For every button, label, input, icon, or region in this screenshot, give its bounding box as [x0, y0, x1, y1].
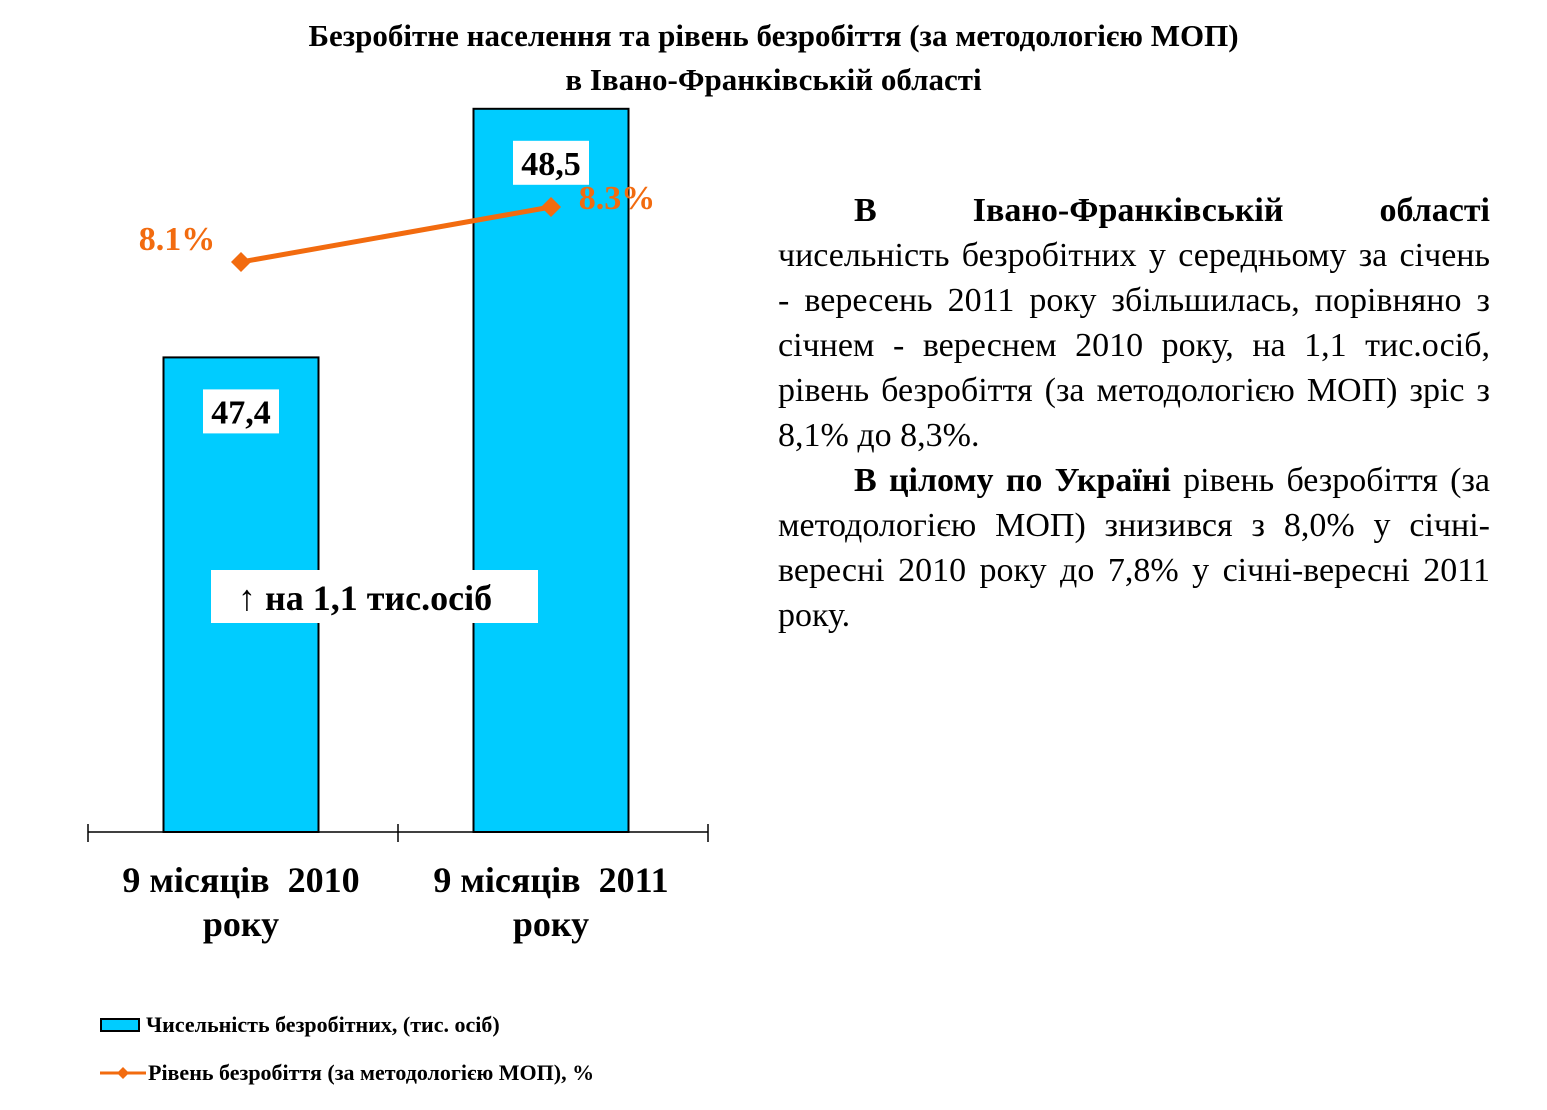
commentary-text: В Івано-Франківській області чисельність… [778, 188, 1490, 638]
legend-item-line: Рівень безробіття (за методологією МОП),… [100, 1060, 594, 1086]
legend-swatch-bar [100, 1018, 140, 1032]
legend-label-line: Рівень безробіття (за методологією МОП),… [148, 1060, 595, 1085]
commentary-p1-rest: чисельність безробітних у середньому за … [778, 237, 1490, 454]
commentary-paragraph-2: В цілому по Україні рівень безробіття (з… [778, 458, 1490, 638]
commentary-p2-bold: В цілому по Україні [854, 462, 1171, 499]
line-point [541, 197, 561, 217]
chart-title: Безробітне населення та рівень безробітт… [0, 14, 1547, 102]
bar-value-box [203, 389, 279, 434]
bar-value-label: 47,4 [211, 394, 271, 431]
x-tick-label: року [203, 904, 279, 944]
bar-value-label: 48,5 [521, 146, 581, 183]
annotation-box [211, 570, 538, 623]
legend-label-bars: Чисельність безробітних, (тис. осіб) [146, 1012, 500, 1037]
annotation-text: ↑ на 1,1 тис.осіб [238, 578, 492, 618]
legend-item-bars: Чисельність безробітних, (тис. осіб) [100, 1012, 594, 1038]
line-value-label: 8.3% [579, 180, 656, 217]
commentary-p1-bold: В Івано-Франківській області [854, 192, 1490, 229]
chart-legend: Чисельність безробітних, (тис. осіб) Рів… [100, 1012, 594, 1108]
x-tick-label: року [513, 904, 589, 944]
commentary-p2-rest: рівень безробіття (за методологією МОП) … [778, 462, 1490, 634]
bar-value-box [513, 140, 589, 185]
line-value-label: 8.1% [139, 221, 216, 258]
x-tick-label: 9 місяців 2011 [433, 860, 668, 900]
x-tick-label: 9 місяців 2010 [122, 860, 359, 900]
legend-swatch-line [100, 1067, 146, 1079]
commentary-paragraph-1: В Івано-Франківській області чисельність… [778, 188, 1490, 458]
bar-2 [472, 107, 630, 834]
chart-title-line-2: в Івано-Франківській області [565, 62, 982, 97]
line-series [240, 204, 552, 265]
chart-title-line-1: Безробітне населення та рівень безробітт… [308, 18, 1239, 53]
line-point [231, 252, 251, 272]
